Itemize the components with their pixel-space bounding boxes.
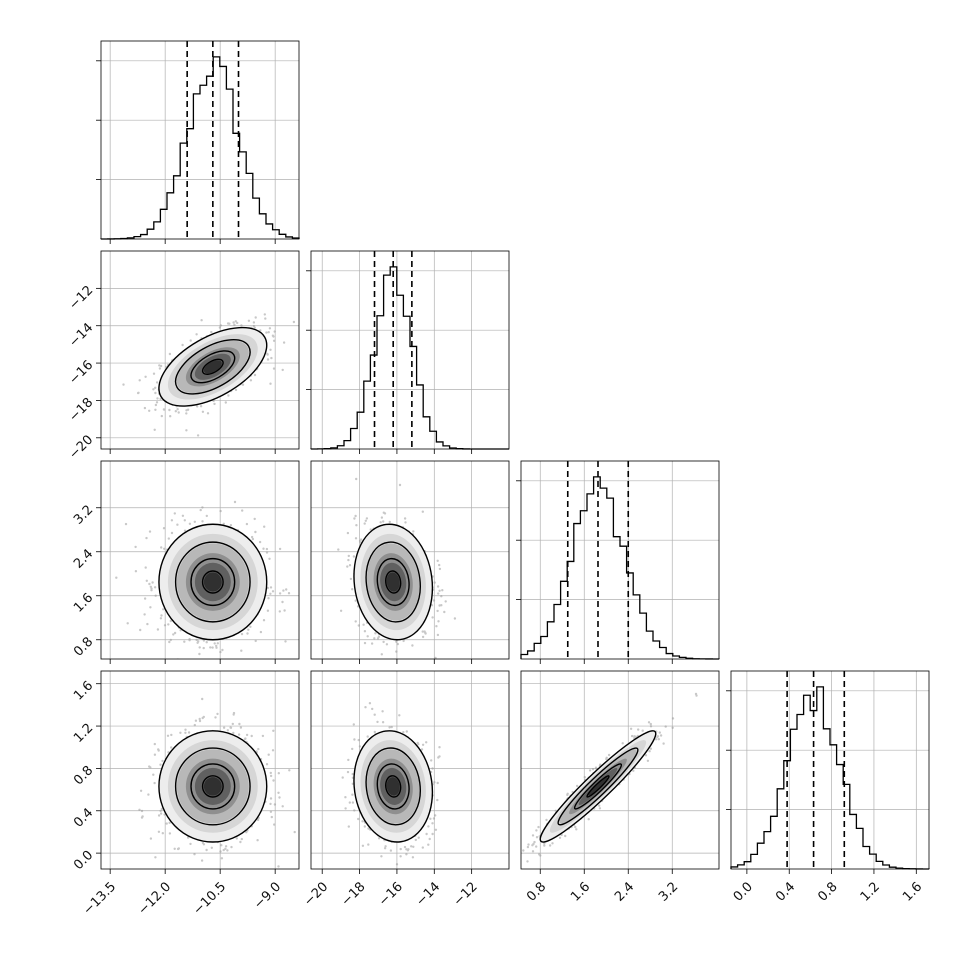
panel-frame	[100, 670, 300, 870]
density-contour-0	[353, 730, 434, 843]
density-shade-5	[203, 360, 222, 374]
x-tick-label: −13.5	[80, 879, 119, 918]
density-contour-1	[365, 541, 421, 623]
panel-background	[311, 251, 509, 449]
y-tick-label: −12	[66, 283, 96, 313]
density-contour-3	[201, 570, 224, 594]
density-shade-5	[386, 777, 400, 796]
panel-background	[101, 41, 299, 239]
x-tick-label: 1.2	[858, 879, 883, 904]
density-contour-3	[201, 358, 224, 375]
panel-frame	[310, 460, 510, 660]
panel-frame	[310, 250, 510, 450]
density-contour-0	[158, 730, 268, 843]
x-tick-label: 0.8	[524, 879, 549, 904]
panel-frame	[310, 670, 510, 870]
panel-frame	[100, 40, 300, 240]
x-tick-label: −9.0	[251, 879, 284, 912]
x-tick-label: 2.4	[612, 879, 637, 904]
panel-background	[521, 461, 719, 659]
scatter-panel-3-2	[520, 670, 720, 870]
x-tick-label: −18	[339, 879, 369, 909]
density-contour-3	[586, 775, 610, 798]
histogram-panel-2	[520, 460, 720, 660]
panel-frame	[730, 670, 930, 870]
density-shade-5	[386, 572, 400, 592]
y-tick-label: 0.8	[71, 763, 96, 788]
scatter-panel-3-1	[310, 670, 510, 870]
histogram-step-0	[100, 56, 300, 240]
x-tick-label: −14	[413, 879, 443, 909]
x-tick-label: 0.4	[773, 879, 798, 904]
density-contour-3	[385, 775, 402, 798]
density-contour-2	[190, 350, 236, 384]
y-tick-label: 0.0	[71, 848, 96, 873]
panel-contents	[311, 461, 509, 659]
x-tick-label: 3.2	[656, 879, 681, 904]
histogram-panel-1	[310, 250, 510, 450]
density-contour-2	[190, 557, 236, 607]
panel-contents	[101, 671, 299, 869]
y-tick-label: 1.6	[71, 590, 96, 615]
panel-frame	[100, 250, 300, 450]
scatter-panel-3-0	[100, 670, 300, 870]
density-contour-1	[365, 747, 421, 826]
panel-frame	[100, 460, 300, 660]
x-tick-label: 1.6	[568, 879, 593, 904]
x-tick-label: 0.8	[815, 879, 840, 904]
scatter-panel-2-1	[310, 460, 510, 660]
density-contour-1	[557, 747, 639, 826]
panel-background	[731, 671, 929, 869]
y-tick-label: −20	[66, 432, 96, 462]
x-tick-label: −12.0	[135, 879, 174, 918]
density-contour-3	[385, 570, 402, 594]
x-tick-label: −20	[301, 879, 331, 909]
density-contour-2	[573, 763, 623, 810]
x-tick-label: 1.6	[900, 879, 925, 904]
density-contour-2	[376, 763, 410, 810]
histogram-panel-3	[730, 670, 930, 870]
histogram-step-2	[520, 476, 720, 660]
x-tick-label: 0.0	[731, 879, 756, 904]
panel-contents	[521, 671, 719, 869]
scatter-panel-2-0	[100, 460, 300, 660]
y-tick-label: −18	[66, 395, 96, 425]
panel-contents	[101, 461, 299, 659]
density-contour-2	[376, 557, 410, 607]
density-shade-5	[203, 572, 222, 592]
panel-contents	[311, 671, 509, 869]
density-shade-5	[588, 777, 608, 796]
density-contour-1	[174, 747, 251, 826]
x-tick-label: −12	[451, 879, 481, 909]
histogram-step-3	[730, 686, 930, 870]
y-tick-label: 0.4	[71, 805, 96, 830]
y-tick-label: 1.2	[71, 721, 96, 746]
y-tick-label: 2.4	[71, 546, 96, 571]
y-tick-label: 3.2	[71, 502, 96, 527]
y-tick-label: 0.8	[71, 634, 96, 659]
density-contour-2	[190, 763, 236, 810]
density-contour-0	[353, 523, 434, 641]
density-contour-3	[201, 775, 224, 798]
panel-contents	[101, 251, 299, 449]
density-contour-0	[158, 523, 268, 641]
y-tick-label: 1.6	[71, 678, 96, 703]
y-tick-label: −16	[66, 358, 96, 388]
histogram-panel-0	[100, 40, 300, 240]
scatter-panel-1-0	[100, 250, 300, 450]
x-tick-label: −10.5	[190, 879, 229, 918]
density-contour-1	[174, 339, 251, 395]
y-tick-label: −14	[66, 320, 96, 350]
density-shade-5	[203, 777, 222, 796]
panel-frame	[520, 460, 720, 660]
density-contour-0	[158, 326, 268, 407]
density-contour-0	[539, 730, 657, 843]
panel-frame	[520, 670, 720, 870]
x-tick-label: −16	[376, 879, 406, 909]
density-contour-1	[174, 541, 251, 623]
